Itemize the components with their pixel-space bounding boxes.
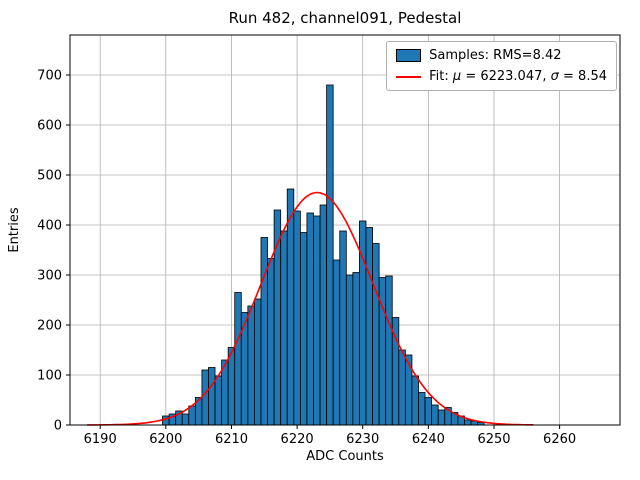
y-tick-label: 300	[37, 269, 62, 284]
histogram-bar	[286, 188, 295, 426]
histogram-bar	[431, 404, 439, 426]
chart-title: Run 482, channel091, Pedestal	[229, 9, 462, 27]
histogram-bar	[398, 349, 406, 426]
y-axis-label: Entries	[7, 207, 22, 253]
histogram-bar	[201, 369, 209, 426]
y-tick-label: 500	[37, 169, 62, 184]
histogram-bar	[293, 210, 301, 426]
x-tick-label: 6220	[281, 432, 314, 447]
histogram-bar	[313, 215, 321, 426]
histogram-bar	[332, 259, 341, 426]
y-tick-label: 200	[37, 319, 62, 334]
x-axis-label: ADC Counts	[306, 449, 384, 464]
x-tick-label: 6200	[149, 432, 182, 447]
histogram-bar	[188, 405, 196, 426]
legend-label: Samples: RMS=8.42	[429, 48, 562, 63]
histogram-bar	[234, 292, 242, 426]
y-tick-label: 400	[37, 219, 62, 234]
tick-marks	[66, 74, 561, 429]
x-tick-label: 6240	[412, 432, 445, 447]
y-tick-labels: 0 100 200 300 400 500 600 700	[37, 69, 62, 434]
histogram-bar	[365, 227, 373, 426]
histogram-bar	[227, 347, 236, 426]
plot-frame	[69, 34, 621, 426]
histogram-bar	[385, 275, 393, 426]
histogram-bar	[280, 230, 288, 426]
y-tick-label: 700	[37, 69, 62, 84]
legend-line-icon	[396, 75, 422, 78]
fit-curve	[87, 191, 534, 426]
histogram-bar	[424, 397, 433, 426]
histogram-bar	[214, 375, 223, 426]
histogram-bar	[404, 354, 413, 426]
y-tick-label: 0	[54, 419, 62, 434]
y-tick-label: 100	[37, 369, 62, 384]
x-tick-label: 6210	[215, 432, 248, 447]
histogram-bar	[254, 298, 262, 426]
legend-patch-swatch	[396, 49, 422, 62]
histogram-bar	[208, 367, 216, 426]
histogram-bar	[345, 274, 354, 426]
legend-entry: Fit: μ = 6223.047, σ = 8.54	[396, 69, 607, 84]
histogram-bar	[411, 375, 419, 426]
x-tick-labels: 6190 6200 6210 6220 6230 6240 6250 6260	[84, 432, 576, 447]
histogram-bars	[162, 84, 485, 426]
y-tick-label: 600	[37, 119, 62, 134]
histogram-bar	[326, 84, 334, 426]
legend-entry: Samples: RMS=8.42	[396, 48, 607, 63]
x-tick-label: 6260	[543, 432, 576, 447]
histogram-bar	[339, 230, 347, 426]
histogram-bar	[260, 237, 268, 426]
histogram-bar	[267, 258, 275, 426]
histogram-bar	[372, 243, 380, 426]
histogram-bar	[418, 392, 426, 426]
legend: Samples: RMS=8.42 Fit: μ = 6223.047, σ = …	[386, 41, 617, 91]
histogram-bar	[306, 212, 314, 426]
histogram-bar	[299, 232, 308, 426]
histogram-bar	[437, 409, 446, 426]
x-tick-label: 6250	[477, 432, 510, 447]
histogram-bar	[181, 413, 190, 426]
histogram-bar	[464, 419, 472, 426]
x-tick-label: 6230	[346, 432, 379, 447]
histogram-bar	[352, 272, 360, 426]
x-tick-label: 6190	[84, 432, 117, 447]
histogram-bar	[319, 204, 328, 426]
histogram-bar	[247, 305, 255, 426]
legend-label: Fit: μ = 6223.047, σ = 8.54	[429, 69, 607, 84]
legend-line-swatch	[396, 70, 422, 83]
